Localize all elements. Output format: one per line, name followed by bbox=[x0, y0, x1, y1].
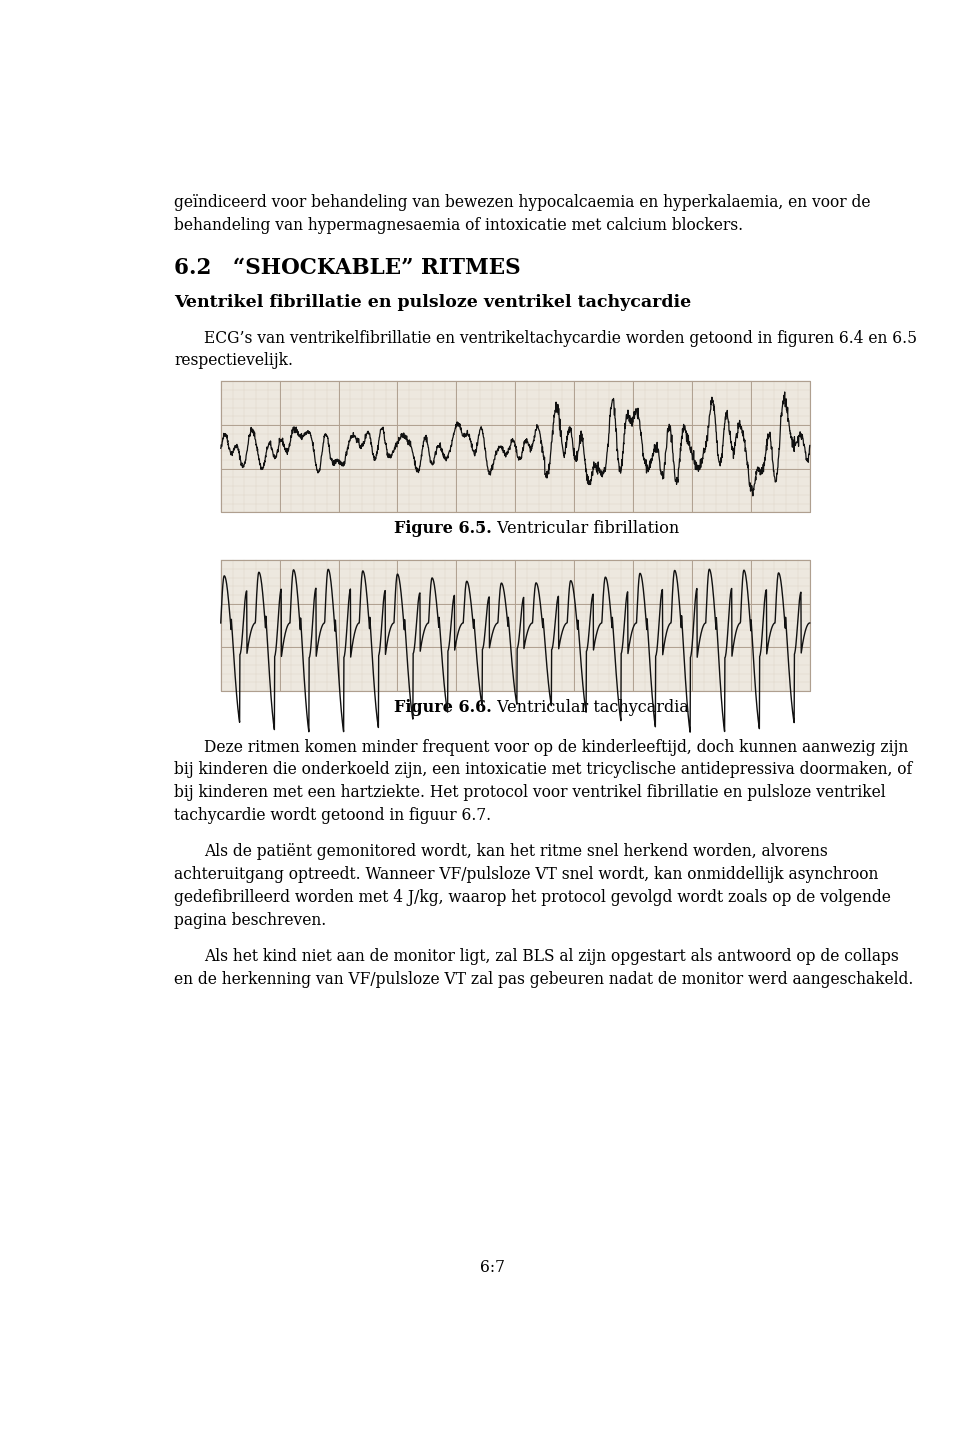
Bar bbox=[221, 559, 809, 692]
Text: ECG’s van ventrikelfibrillatie en ventrikeltachycardie worden getoond in figuren: ECG’s van ventrikelfibrillatie en ventri… bbox=[204, 330, 917, 346]
Bar bbox=[221, 382, 809, 513]
Text: behandeling van hypermagnesaemia of intoxicatie met calcium blockers.: behandeling van hypermagnesaemia of into… bbox=[175, 216, 743, 234]
Text: Figure 6.5.: Figure 6.5. bbox=[395, 520, 492, 538]
Text: 6.2 “SHOCKABLE” RITMES: 6.2 “SHOCKABLE” RITMES bbox=[175, 257, 521, 279]
Text: Als het kind niet aan de monitor ligt, zal BLS al zijn opgestart als antwoord op: Als het kind niet aan de monitor ligt, z… bbox=[204, 949, 899, 965]
Text: Ventrikel fibrillatie en pulsloze ventrikel tachycardie: Ventrikel fibrillatie en pulsloze ventri… bbox=[175, 294, 691, 311]
Text: Als de patiënt gemonitored wordt, kan het ritme snel herkend worden, alvorens: Als de patiënt gemonitored wordt, kan he… bbox=[204, 844, 828, 860]
Text: Deze ritmen komen minder frequent voor op de kinderleeftijd, doch kunnen aanwezi: Deze ritmen komen minder frequent voor o… bbox=[204, 738, 908, 756]
Text: bij kinderen die onderkoeld zijn, een intoxicatie met tricyclische antidepressiv: bij kinderen die onderkoeld zijn, een in… bbox=[175, 761, 913, 779]
Text: pagina beschreven.: pagina beschreven. bbox=[175, 911, 326, 928]
Text: achteruitgang optreedt. Wanneer VF/pulsloze VT snel wordt, kan onmiddellijk asyn: achteruitgang optreedt. Wanneer VF/pulsl… bbox=[175, 866, 878, 883]
Text: tachycardie wordt getoond in figuur 6.7.: tachycardie wordt getoond in figuur 6.7. bbox=[175, 806, 492, 824]
Text: respectievelijk.: respectievelijk. bbox=[175, 352, 293, 369]
Text: Ventricular tachycardia: Ventricular tachycardia bbox=[492, 699, 689, 716]
Text: bij kinderen met een hartziekte. Het protocol voor ventrikel fibrillatie en puls: bij kinderen met een hartziekte. Het pro… bbox=[175, 785, 886, 801]
Text: gedefibrilleerd worden met 4 J/kg, waarop het protocol gevolgd wordt zoals op de: gedefibrilleerd worden met 4 J/kg, waaro… bbox=[175, 889, 891, 905]
Text: en de herkenning van VF/pulsloze VT zal pas gebeuren nadat de monitor werd aange: en de herkenning van VF/pulsloze VT zal … bbox=[175, 971, 914, 988]
Text: Ventricular fibrillation: Ventricular fibrillation bbox=[492, 520, 680, 538]
Text: Figure 6.6.: Figure 6.6. bbox=[395, 699, 492, 716]
Text: geïndiceerd voor behandeling van bewezen hypocalcaemia en hyperkalaemia, en voor: geïndiceerd voor behandeling van bewezen… bbox=[175, 193, 871, 211]
Text: 6:7: 6:7 bbox=[480, 1260, 504, 1276]
